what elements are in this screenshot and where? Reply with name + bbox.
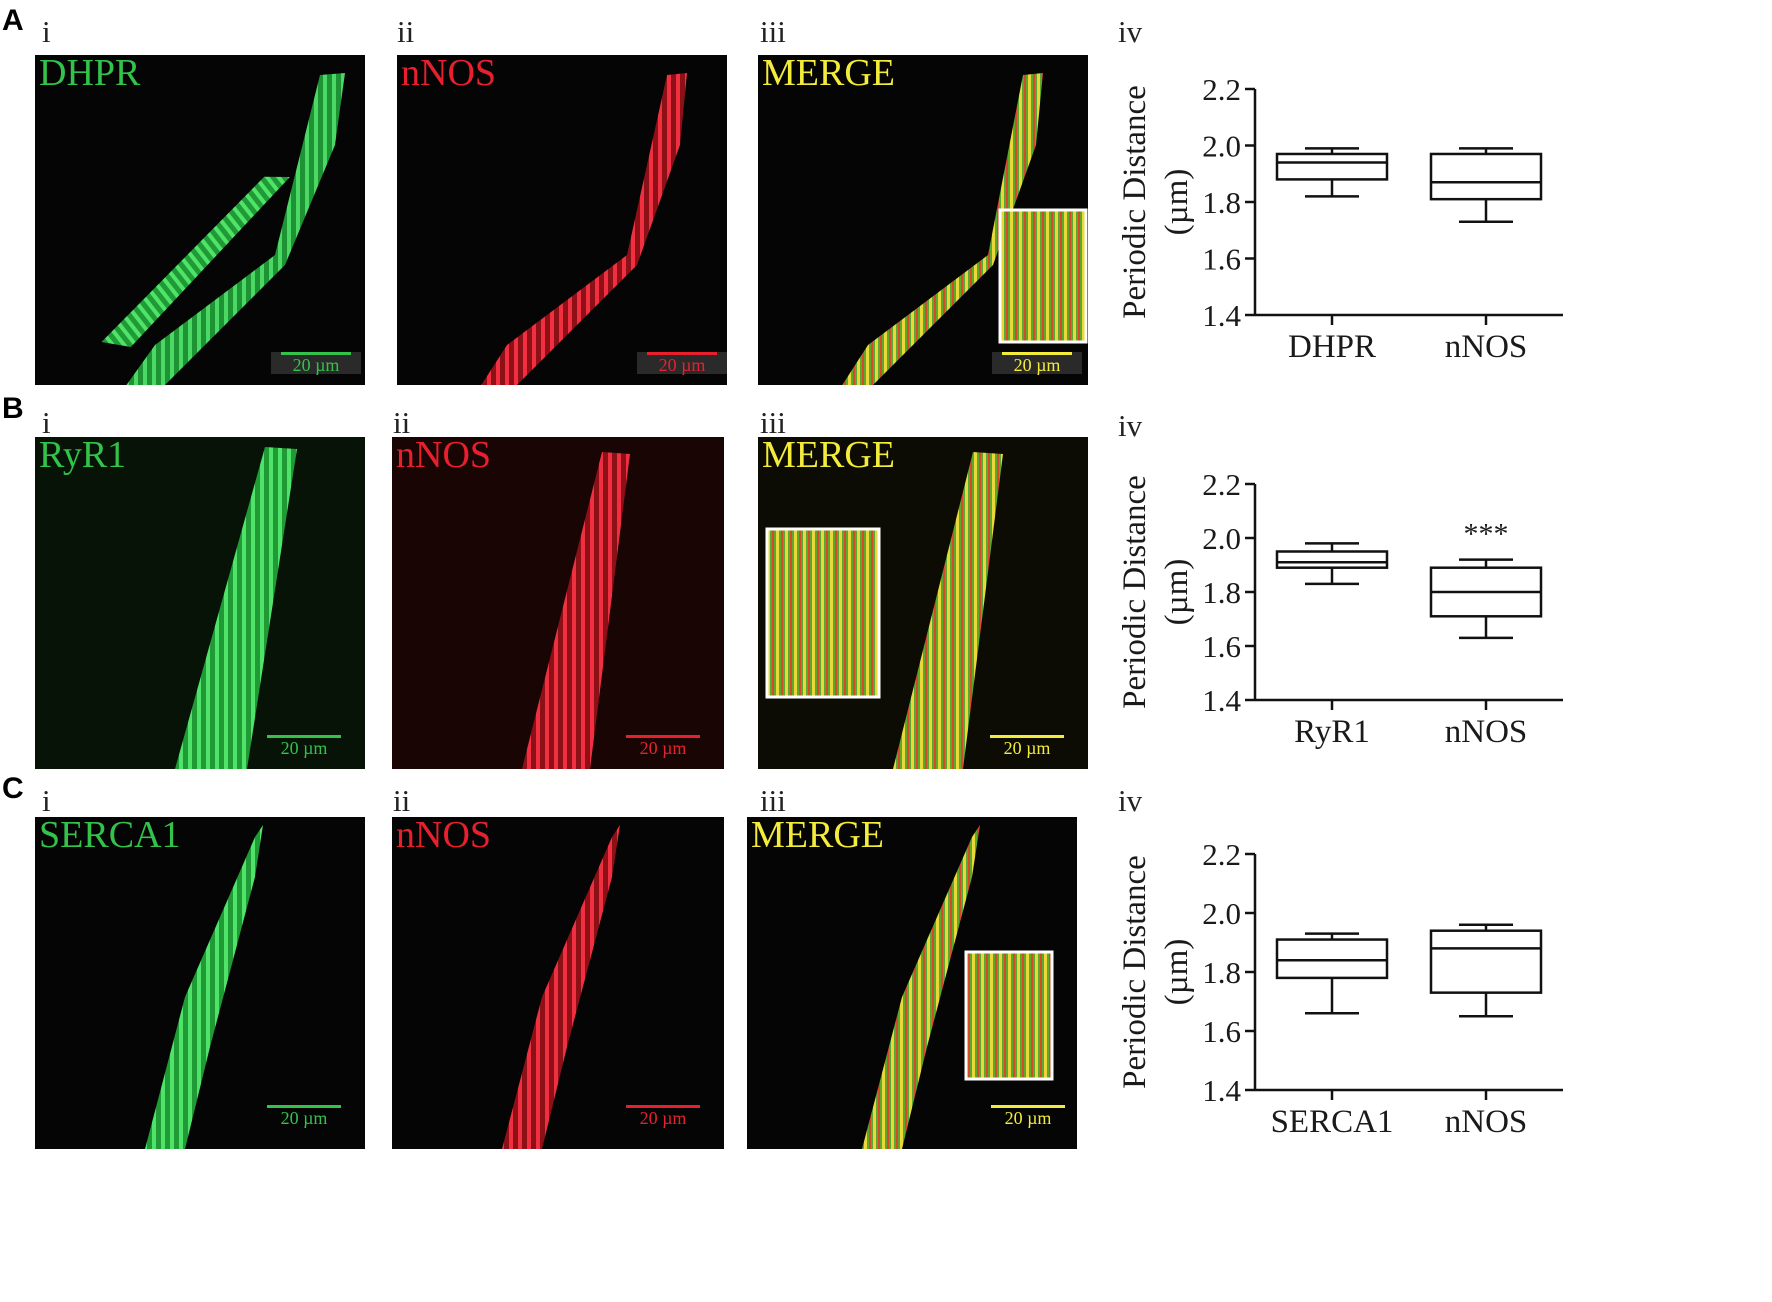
scale-bar: 20 µm xyxy=(267,1105,341,1128)
scale-bar: 20 µm xyxy=(626,735,700,758)
y-axis-label: Periodic Distance xyxy=(1117,475,1153,709)
y-tick-label: 1.4 xyxy=(1202,298,1241,333)
subpanel-label: ii xyxy=(393,405,411,440)
y-axis-unit: (µm) xyxy=(1159,559,1195,626)
y-tick-label: 2.2 xyxy=(1202,837,1241,872)
y-tick-label: 2.0 xyxy=(1202,896,1241,931)
subpanel-label: i xyxy=(42,14,51,49)
channel-label-dhpr: DHPR xyxy=(39,55,141,94)
scale-bar: 20 µm xyxy=(637,352,727,375)
box xyxy=(1429,929,1543,994)
micrograph-serca1: SERCA1 20 µm xyxy=(35,817,365,1149)
micrograph-merge: MERGE 20 µm xyxy=(758,55,1088,385)
subpanel-label: iii xyxy=(760,783,786,818)
y-axis-label: Periodic Distance xyxy=(1117,855,1153,1089)
subpanel-label: iv xyxy=(1118,783,1143,818)
panel-letter-c: C xyxy=(2,772,24,805)
scale-bar: 20 µm xyxy=(991,1105,1065,1128)
y-axis-label: Periodic Distance xyxy=(1117,85,1153,319)
subpanel-label: iii xyxy=(760,14,786,49)
y-tick-label: 1.6 xyxy=(1202,1014,1241,1049)
micrograph-nnos: nNOS 20 µm xyxy=(392,817,724,1149)
subpanel-label: iv xyxy=(1118,408,1143,443)
micrograph-nnos: nNOS 20 µm xyxy=(397,55,727,385)
micrograph-ryr1: RyR1 20 µm xyxy=(35,437,365,769)
scale-bar: 20 µm xyxy=(990,735,1064,758)
box xyxy=(1429,152,1543,201)
subpanel-label: i xyxy=(42,405,51,440)
box xyxy=(1275,152,1389,181)
x-category-label: RyR1 xyxy=(1294,714,1370,750)
y-tick-label: 1.4 xyxy=(1202,683,1241,718)
channel-label-nnos: nNOS xyxy=(396,437,492,476)
scale-bar: 20 µm xyxy=(271,352,361,375)
subpanel-label: i xyxy=(42,783,51,818)
x-category-label: nNOS xyxy=(1445,714,1528,750)
channel-label-nnos: nNOS xyxy=(401,55,497,94)
y-tick-label: 1.4 xyxy=(1202,1073,1241,1108)
x-category-label: DHPR xyxy=(1288,329,1376,365)
channel-label-merge: MERGE xyxy=(762,55,895,94)
y-tick-label: 2.0 xyxy=(1202,521,1241,556)
micrograph-merge: MERGE 20 µm xyxy=(758,437,1088,769)
y-tick-label: 2.0 xyxy=(1202,129,1241,164)
panel-letter-b: B xyxy=(2,392,24,425)
y-tick-label: 1.8 xyxy=(1202,575,1241,610)
channel-label-merge: MERGE xyxy=(762,437,895,476)
scale-bar: 20 µm xyxy=(626,1105,700,1128)
significance-annotation: *** xyxy=(1464,518,1509,551)
box xyxy=(1275,938,1389,980)
micrograph-merge: MERGE 20 µm xyxy=(747,817,1077,1149)
channel-label-serca1: SERCA1 xyxy=(39,817,181,856)
subpanel-label: iii xyxy=(760,405,786,440)
channel-label-ryr1: RyR1 xyxy=(39,437,127,476)
x-category-label: nNOS xyxy=(1445,329,1528,365)
scale-bar: 20 µm xyxy=(267,735,341,758)
box-plot-chart: Periodic Distance (µm) 1.4 1.6 1.8 2.0 2.2 SERC… xyxy=(1117,837,1563,1140)
box-plot-chart: Periodic Distance (µm) 1.4 1.6 1.8 2.0 2.2 DHPR… xyxy=(1117,72,1563,365)
x-category-label: SERCA1 xyxy=(1271,1104,1394,1140)
box-plot-chart: Periodic Distance (µm) 1.4 1.6 1.8 2.0 2.2 RyR1… xyxy=(1117,467,1563,750)
x-category-label: nNOS xyxy=(1445,1104,1528,1140)
box xyxy=(1275,550,1389,569)
micrograph-nnos: nNOS 20 µm xyxy=(392,437,724,769)
panel-letter-a: A xyxy=(2,4,24,37)
y-tick-label: 2.2 xyxy=(1202,72,1241,107)
scale-bar: 20 µm xyxy=(992,352,1082,375)
y-tick-label: 1.8 xyxy=(1202,955,1241,990)
micrograph-dhpr: DHPR 20 µm xyxy=(35,55,365,385)
y-tick-label: 2.2 xyxy=(1202,467,1241,502)
y-tick-label: 1.6 xyxy=(1202,629,1241,664)
y-tick-label: 1.8 xyxy=(1202,185,1241,220)
y-axis-unit: (µm) xyxy=(1159,939,1195,1006)
subpanel-label: ii xyxy=(393,783,411,818)
channel-label-merge: MERGE xyxy=(751,817,884,856)
y-axis-unit: (µm) xyxy=(1159,169,1195,236)
y-tick-label: 1.6 xyxy=(1202,242,1241,277)
channel-label-nnos: nNOS xyxy=(396,817,492,856)
subpanel-label: iv xyxy=(1118,14,1143,49)
subpanel-label: ii xyxy=(397,14,415,49)
